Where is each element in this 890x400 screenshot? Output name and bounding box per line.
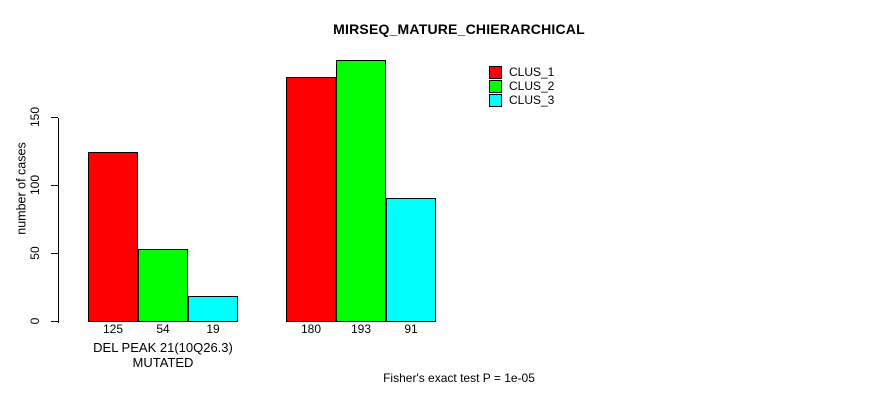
legend: CLUS_1 CLUS_2 CLUS_3 xyxy=(489,66,554,108)
bar-value-label: 19 xyxy=(206,322,220,336)
y-axis-tick-label: 0 xyxy=(28,317,42,325)
bar-clus_1-group2 xyxy=(286,77,336,322)
legend-item-clus_3: CLUS_3 xyxy=(489,94,554,107)
y-axis-tick-label: 50 xyxy=(28,246,42,260)
legend-label: CLUS_3 xyxy=(509,93,555,107)
bar-value-label: 54 xyxy=(156,322,170,336)
bar-clus_2-group2 xyxy=(336,60,386,322)
legend-label: CLUS_1 xyxy=(509,65,555,79)
y-axis-tick xyxy=(51,117,58,118)
legend-swatch-clus_1 xyxy=(489,66,502,79)
legend-item-clus_2: CLUS_2 xyxy=(489,80,554,93)
y-axis-tick xyxy=(51,321,58,322)
bar-value-label: 125 xyxy=(102,322,124,336)
bar-value-label: 180 xyxy=(300,322,322,336)
legend-swatch-clus_3 xyxy=(489,94,502,107)
chart-title: MIRSEQ_MATURE_CHIERARCHICAL xyxy=(333,21,585,37)
legend-item-clus_1: CLUS_1 xyxy=(489,66,554,79)
y-axis-label: number of cases xyxy=(14,142,29,235)
bar-clus_2-group1 xyxy=(138,249,188,322)
bar-clus_3-group1 xyxy=(188,296,238,322)
x-axis-group-label: DEL PEAK 21(10Q26.3) MUTATED xyxy=(93,340,233,370)
y-axis-tick-label: 100 xyxy=(28,174,42,196)
y-axis-tick xyxy=(51,185,58,186)
fisher-test-annotation: Fisher's exact test P = 1e-05 xyxy=(383,371,535,385)
y-axis-line xyxy=(58,118,59,323)
bar-clus_3-group2 xyxy=(386,198,436,322)
legend-label: CLUS_2 xyxy=(509,79,555,93)
bar-value-label: 193 xyxy=(350,322,372,336)
bar-clus_1-group1 xyxy=(88,152,138,322)
bar-value-label: 91 xyxy=(404,322,418,336)
y-axis-tick-label: 150 xyxy=(28,106,42,128)
legend-swatch-clus_2 xyxy=(489,80,502,93)
y-axis-tick xyxy=(51,253,58,254)
